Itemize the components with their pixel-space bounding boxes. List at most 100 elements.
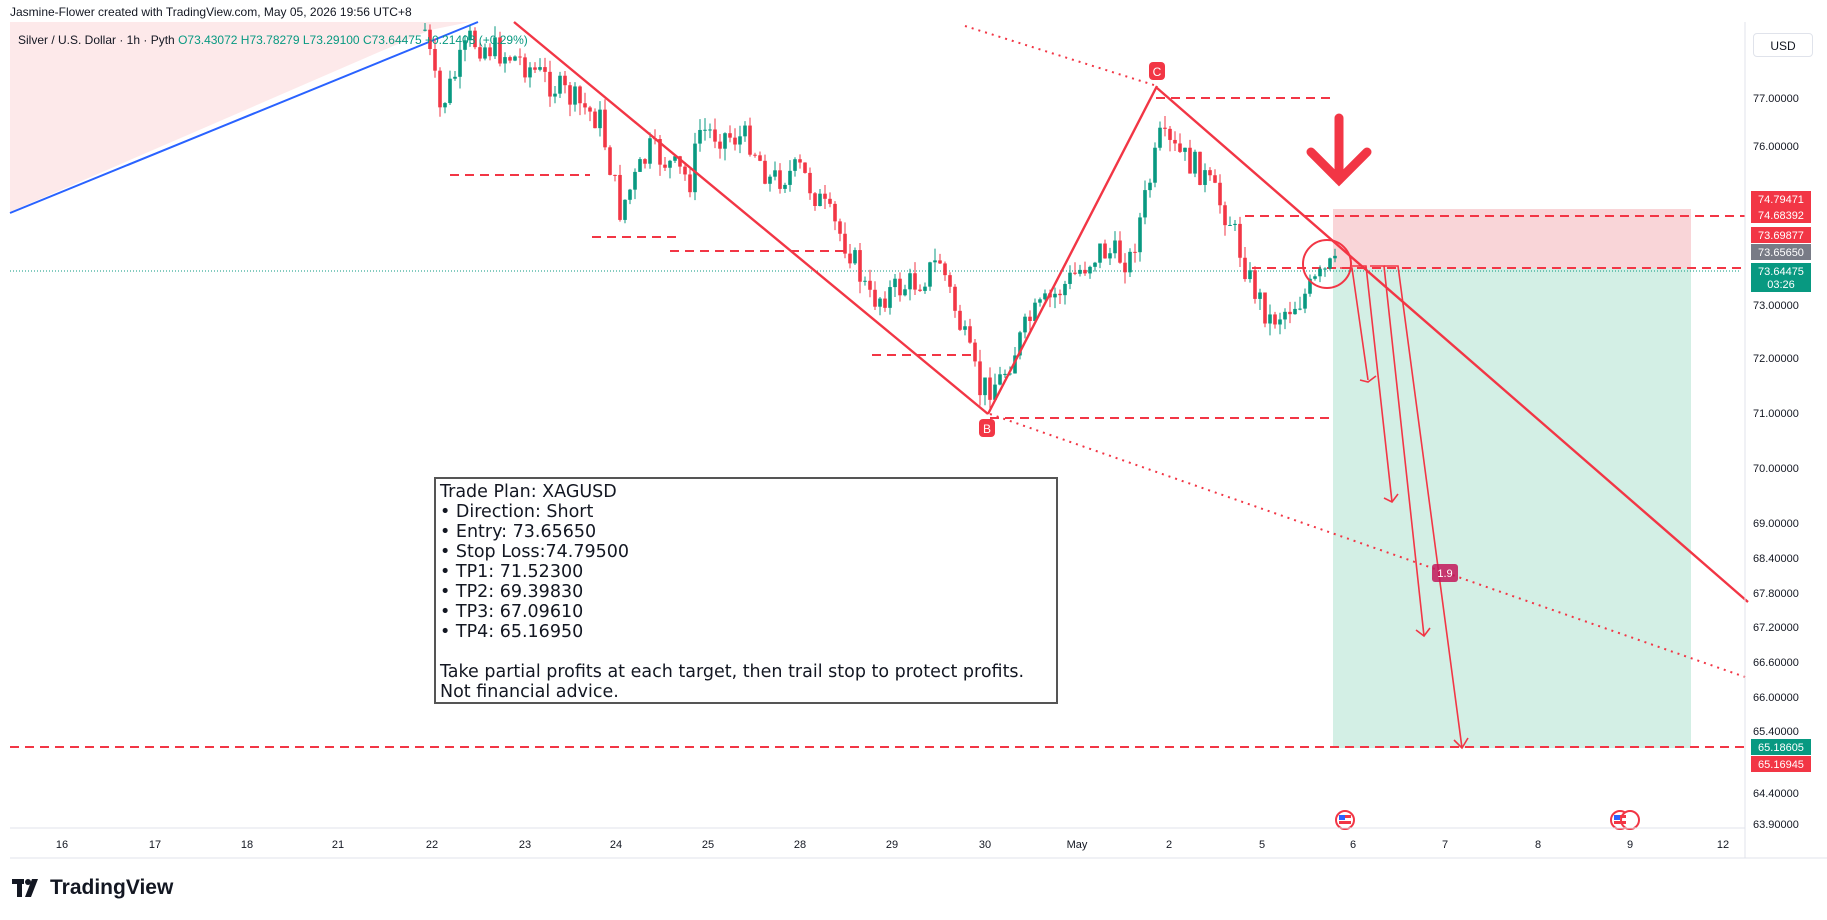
svg-text:C: C xyxy=(1153,65,1162,79)
candle-body xyxy=(993,384,997,400)
candle-body xyxy=(543,67,547,72)
candle-body xyxy=(1008,373,1012,375)
svg-text:1.9: 1.9 xyxy=(1437,568,1452,580)
us-flag-icon[interactable] xyxy=(1335,810,1355,830)
time-axis-label: 2 xyxy=(1166,839,1172,851)
candle-body xyxy=(968,326,972,343)
candle-body xyxy=(688,174,692,193)
candle-body xyxy=(1198,151,1202,185)
candlestick-series xyxy=(423,22,1337,409)
candle-body xyxy=(1108,253,1112,259)
candle-body xyxy=(603,109,607,148)
candle-body xyxy=(1263,292,1267,324)
price-axis-label: 77.00000 xyxy=(1753,93,1799,105)
chart-attribution: Jasmine-Flower created with TradingView.… xyxy=(10,5,412,19)
candle-body xyxy=(558,75,562,94)
candle-body xyxy=(463,40,467,50)
candle-body xyxy=(1143,190,1147,218)
candle-body xyxy=(553,93,557,97)
price-badge: 74.68392 xyxy=(1751,207,1811,223)
tradingview-logo-icon xyxy=(12,879,38,897)
candle-body xyxy=(708,129,712,131)
candle-body xyxy=(823,193,827,199)
candle-body xyxy=(633,171,637,190)
candle-body xyxy=(813,193,817,207)
candle-body xyxy=(498,37,502,64)
price-badge: 73.65650 xyxy=(1751,244,1811,260)
price-badge: 03:26 xyxy=(1751,276,1811,292)
candle-body xyxy=(613,174,617,176)
trade-plan-disclaimer: Not financial advice. xyxy=(440,682,619,702)
candle-body xyxy=(1223,205,1227,226)
price-badge: 73.69877 xyxy=(1751,227,1811,243)
candle-body xyxy=(1053,293,1057,298)
price-axis[interactable]: 77.0000076.0000074.0000073.0000072.00000… xyxy=(1753,93,1799,831)
price-badge: 74.79471 xyxy=(1751,191,1811,207)
candle-body xyxy=(983,377,987,396)
candle-body xyxy=(1098,243,1102,263)
level-lines xyxy=(10,97,1745,748)
trade-plan-textbox[interactable]: Trade Plan: XAGUSD • Direction: Short • … xyxy=(434,477,1058,704)
candle-body xyxy=(718,141,722,149)
trade-plan-title: Trade Plan: XAGUSD xyxy=(440,482,617,502)
time-axis-label: 25 xyxy=(702,839,714,851)
projection-arrows xyxy=(1340,265,1469,750)
candle-body xyxy=(1288,311,1292,315)
candle-body xyxy=(1083,269,1087,274)
candle-body xyxy=(583,103,587,108)
candle-body xyxy=(1023,316,1027,333)
candle-body xyxy=(438,70,442,108)
candle-body xyxy=(433,48,437,71)
candle-body xyxy=(478,47,482,59)
candle-body xyxy=(1323,268,1327,270)
candle-body xyxy=(523,57,527,78)
price-axis-label: 66.60000 xyxy=(1753,657,1799,669)
candle-body xyxy=(1193,151,1197,174)
candle-body xyxy=(1133,251,1137,253)
price-axis-label: 67.20000 xyxy=(1753,622,1799,634)
time-axis-label: 5 xyxy=(1259,839,1265,851)
currency-button[interactable]: USD xyxy=(1753,33,1813,57)
time-axis-label: 28 xyxy=(794,839,806,851)
svg-text:73.69877: 73.69877 xyxy=(1758,230,1804,242)
candle-body xyxy=(568,85,572,105)
tradingview-logo[interactable]: TradingView xyxy=(12,876,173,900)
candle-body xyxy=(673,156,677,161)
candle-body xyxy=(668,160,672,168)
candle-body xyxy=(848,253,852,264)
candle-body xyxy=(843,233,847,254)
trade-plan-tp3: • TP3: 67.09610 xyxy=(440,602,584,622)
candle-body xyxy=(1073,272,1077,274)
candle-body xyxy=(1163,127,1167,129)
candle-body xyxy=(988,377,992,400)
us-flag-icon[interactable] xyxy=(1610,810,1640,830)
candle-body xyxy=(1028,316,1032,321)
candle-body xyxy=(1188,147,1192,174)
candle-body xyxy=(853,250,857,264)
candle-body xyxy=(698,129,702,144)
candle-body xyxy=(893,278,897,288)
candle-body xyxy=(903,289,907,296)
risk-reward-badge: 1.9 xyxy=(1432,564,1458,582)
candle-body xyxy=(1313,276,1317,279)
time-axis-label: 22 xyxy=(426,839,438,851)
time-axis-label: 30 xyxy=(979,839,991,851)
down-arrow-icon xyxy=(1306,113,1372,187)
time-axis-label: 24 xyxy=(610,839,622,851)
candle-body xyxy=(948,275,952,287)
candle-body xyxy=(1258,292,1262,299)
symbol-name: Silver / U.S. Dollar · 1h · Pyth xyxy=(18,33,175,47)
price-axis-label: 65.40000 xyxy=(1753,726,1799,738)
candle-body xyxy=(1243,257,1247,280)
time-axis[interactable]: 16 17 18 21 22 23 24 25 28 29 30 May 2 5 6 7 8 9 12 xyxy=(56,839,1729,851)
candle-body xyxy=(1103,243,1107,259)
candle-body xyxy=(683,166,687,175)
candle-body xyxy=(1003,373,1007,375)
candle-body xyxy=(998,374,1002,385)
candle-body xyxy=(798,159,802,163)
candle-body xyxy=(533,67,537,70)
candle-body xyxy=(703,129,707,131)
candle-body xyxy=(1058,293,1062,296)
candle-body xyxy=(803,162,807,173)
